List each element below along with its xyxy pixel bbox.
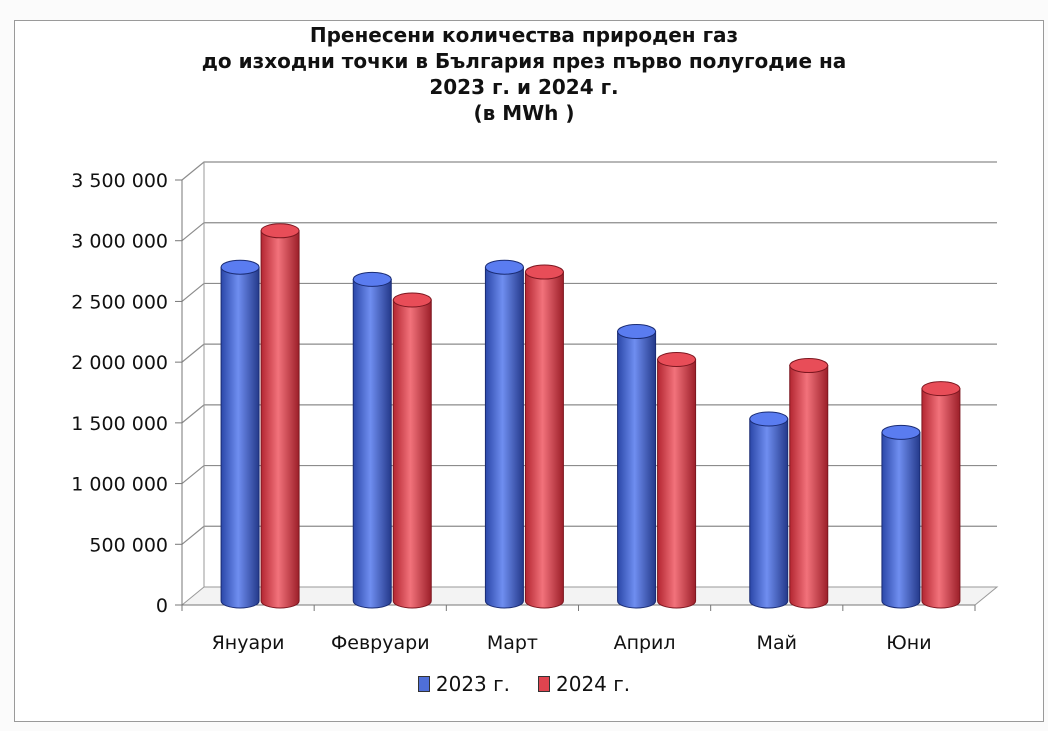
bar-top (352, 271, 392, 287)
bar-2024-5 (921, 381, 961, 609)
bar-body (484, 266, 524, 609)
bar-body (657, 358, 697, 609)
bar-body (260, 230, 300, 609)
x-tick-label: Юни (886, 632, 931, 654)
bar-body (789, 365, 829, 609)
chart-title-line-4: (в MWh ) (473, 101, 575, 125)
y-tick-label: 500 000 (89, 534, 168, 556)
y-tick-label: 3 500 000 (71, 170, 168, 192)
gridline (181, 282, 997, 302)
bar-2024-0 (260, 223, 300, 609)
bar-2024-2 (524, 264, 564, 609)
bar-2024-3 (657, 351, 697, 609)
chart-title-line-1: Пренесени количества природен газ (309, 23, 739, 47)
legend-label-2024: 2024 г. (556, 672, 631, 696)
bar-top (789, 358, 829, 374)
legend-swatch-2023 (417, 676, 430, 692)
bar-body (524, 271, 564, 609)
bar-top (749, 411, 789, 427)
bar-body (921, 388, 961, 609)
gridline (181, 343, 997, 363)
bar-top (524, 264, 564, 280)
bar-2024-1 (392, 292, 432, 609)
bars (220, 223, 961, 609)
chart-title-line-3: 2023 г. и 2024 г. (429, 75, 619, 99)
bar-top (921, 381, 961, 397)
gridline (181, 222, 997, 242)
bar-top (392, 292, 432, 308)
y-tick-label: 3 000 000 (71, 231, 168, 253)
y-tick-label: 2 000 000 (71, 352, 168, 374)
legend-item-2024: 2024 г. (538, 672, 630, 696)
bar-2023-3 (617, 324, 657, 609)
bar-body (352, 278, 392, 609)
x-tick-label: Януари (212, 632, 285, 654)
x-tick-label: Февруари (331, 632, 430, 654)
legend-label-2023: 2023 г. (435, 672, 510, 696)
bar-2023-2 (484, 259, 524, 609)
gridline (181, 525, 997, 545)
y-tick-label: 0 (156, 595, 168, 617)
gridline (181, 464, 997, 485)
bar-body (220, 266, 260, 609)
bar-top (260, 223, 300, 239)
bar-body (749, 418, 789, 609)
bar-top (881, 424, 921, 440)
chart-title-line-2: до изходни точки в България през първо п… (201, 49, 847, 73)
bar-top (657, 351, 697, 367)
bar-body (617, 331, 657, 609)
y-tick-label: 2 500 000 (71, 291, 168, 313)
gridlines (181, 161, 997, 545)
bar-top (220, 259, 260, 275)
chart-title: Пренесени количества природен газ до изх… (0, 22, 1048, 126)
y-tick-label: 1 500 000 (71, 413, 168, 435)
y-tick-label: 1 000 000 (71, 474, 168, 496)
legend-item-2023: 2023 г. (417, 672, 510, 696)
bar-2023-4 (749, 411, 789, 609)
legend: 2023 г. 2024 г. (0, 672, 1048, 696)
gridline (181, 404, 997, 424)
bar-2023-0 (220, 259, 260, 609)
bar-top (484, 259, 524, 275)
tick-labels: 0 500 000 1 000 000 1 500 000 2 000 000 2 500… (71, 170, 931, 654)
floor (180, 586, 999, 606)
gridline (181, 161, 997, 181)
bar-body (881, 431, 921, 609)
x-tick-label: Май (757, 632, 797, 654)
x-tick-label: Април (614, 632, 676, 654)
bar-body (392, 299, 432, 609)
x-tick-label: Март (487, 632, 538, 654)
bar-top (617, 324, 657, 340)
legend-swatch-2024 (538, 676, 550, 692)
bar-2024-4 (789, 358, 829, 609)
bar-2023-5 (881, 424, 921, 609)
bar-2023-1 (352, 271, 392, 609)
